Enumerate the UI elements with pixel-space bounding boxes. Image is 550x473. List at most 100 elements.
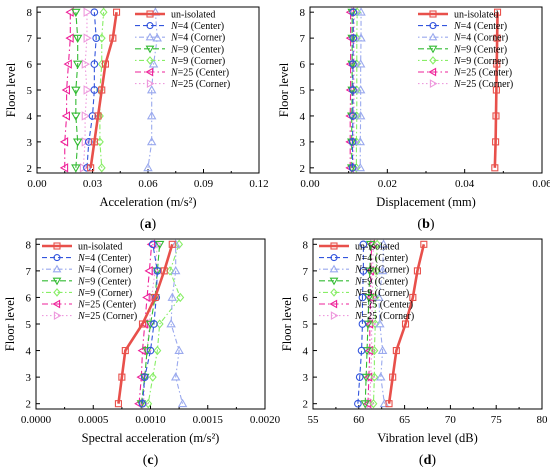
data-point <box>71 8 81 18</box>
panel-c: 0.0000 0.0005 0.0010 0.0015 0.0020 2 3 4 5 6 7 8 Spe… <box>3 238 281 468</box>
data-point <box>146 111 157 120</box>
legend-entry: N=4 (Corner) <box>77 265 132 276</box>
y-axis-label: Floor level <box>3 296 17 351</box>
series-line <box>99 12 105 168</box>
y-tick-label: 6 <box>303 292 309 304</box>
y-axis-label: Floor level <box>4 62 18 117</box>
series-n-4-center <box>83 8 101 172</box>
legend-entry: N=9 (Center) <box>170 44 224 55</box>
legend-marker <box>329 277 339 286</box>
data-point <box>377 265 388 275</box>
legend-entry: N=25 (Center) <box>77 300 136 311</box>
y-tick-label: 3 <box>300 137 306 149</box>
series-line <box>493 12 499 168</box>
data-point <box>83 33 92 43</box>
series-n-9-corner <box>369 239 382 409</box>
y-tick-label: 3 <box>27 137 33 149</box>
x-tick-label: 0.0015 <box>193 414 224 426</box>
x-tick-label: 70 <box>445 414 457 426</box>
series-n-4-corner <box>166 239 188 408</box>
legend-entry: N=9 (Corner) <box>170 56 225 67</box>
data-point <box>118 373 126 381</box>
legend-marker <box>52 299 61 309</box>
legend-marker <box>145 32 155 41</box>
x-tick-label: 0.02 <box>378 178 397 190</box>
legend-marker <box>52 264 62 273</box>
data-point <box>348 138 357 146</box>
data-point <box>376 372 386 381</box>
legend-marker <box>330 288 338 297</box>
data-point <box>153 345 162 356</box>
series-un-isolated <box>491 8 502 172</box>
data-point <box>87 164 95 172</box>
data-point <box>360 400 370 409</box>
x-tick-label: 0.0000 <box>21 414 52 426</box>
data-point <box>167 292 177 301</box>
y-tick-label: 6 <box>27 59 33 71</box>
data-point <box>90 8 99 17</box>
data-point <box>358 293 367 302</box>
legend-entry: N=25 (Corner) <box>170 79 230 90</box>
legend-marker <box>428 45 438 54</box>
data-point <box>359 267 368 275</box>
series-n-4-corner <box>355 7 366 172</box>
y-tick-label: 2 <box>303 399 309 411</box>
series-n-4-corner <box>374 239 390 408</box>
y-tick-label: 4 <box>26 346 32 358</box>
legend-entry: N=25 (Center) <box>354 300 413 311</box>
data-point <box>365 240 376 250</box>
data-point <box>140 373 149 381</box>
y-tick-label: 8 <box>300 7 306 19</box>
data-point <box>364 294 374 303</box>
data-point <box>174 345 184 354</box>
legend-entry: N=25 (Center) <box>453 68 512 79</box>
data-point <box>113 8 121 16</box>
legend-entry: N=4 (Corner) <box>453 33 508 44</box>
data-point <box>420 240 428 248</box>
data-point <box>176 292 185 303</box>
legend-marker <box>145 45 155 54</box>
data-point <box>355 373 364 381</box>
series-n-4-center <box>138 240 162 408</box>
legend-marker <box>329 299 338 309</box>
legend-marker <box>146 56 154 65</box>
series-line <box>378 244 385 404</box>
series-n-4-center <box>348 8 358 172</box>
x-tick-label: 55 <box>308 414 320 426</box>
legend-marker <box>428 32 438 41</box>
data-point <box>72 138 83 147</box>
y-axis-label: Floor level <box>280 296 294 351</box>
y-tick-label: 2 <box>26 399 32 411</box>
legend-marker <box>146 10 154 18</box>
data-point <box>97 163 106 173</box>
data-point <box>492 138 500 146</box>
data-point <box>138 399 147 408</box>
data-point <box>84 138 93 146</box>
y-tick-label: 4 <box>27 111 33 123</box>
data-point <box>81 59 91 69</box>
legend-entry: N=9 (Center) <box>77 276 131 287</box>
data-point <box>378 239 389 248</box>
data-point <box>413 267 421 275</box>
legend-marker <box>330 242 338 250</box>
y-tick-label: 2 <box>300 163 306 175</box>
data-point <box>392 347 400 355</box>
y-tick-label: 5 <box>300 85 306 97</box>
panel-d: 55 60 65 70 75 80 2 3 4 5 6 7 8 Vibration level (dB) F… <box>280 238 548 468</box>
data-point <box>88 112 97 120</box>
y-tick-label: 5 <box>27 85 33 97</box>
data-point <box>97 59 106 69</box>
data-point <box>98 86 106 94</box>
legend-entry: N=25 (Corner) <box>453 79 513 90</box>
y-axis-label: Floor level <box>277 62 291 117</box>
data-point <box>349 8 358 17</box>
data-point <box>389 373 397 381</box>
data-point <box>372 266 381 276</box>
data-point <box>355 85 366 94</box>
data-point <box>168 240 176 248</box>
data-point <box>370 345 379 356</box>
data-point <box>364 345 374 356</box>
data-point <box>492 112 500 120</box>
data-point <box>170 372 181 381</box>
